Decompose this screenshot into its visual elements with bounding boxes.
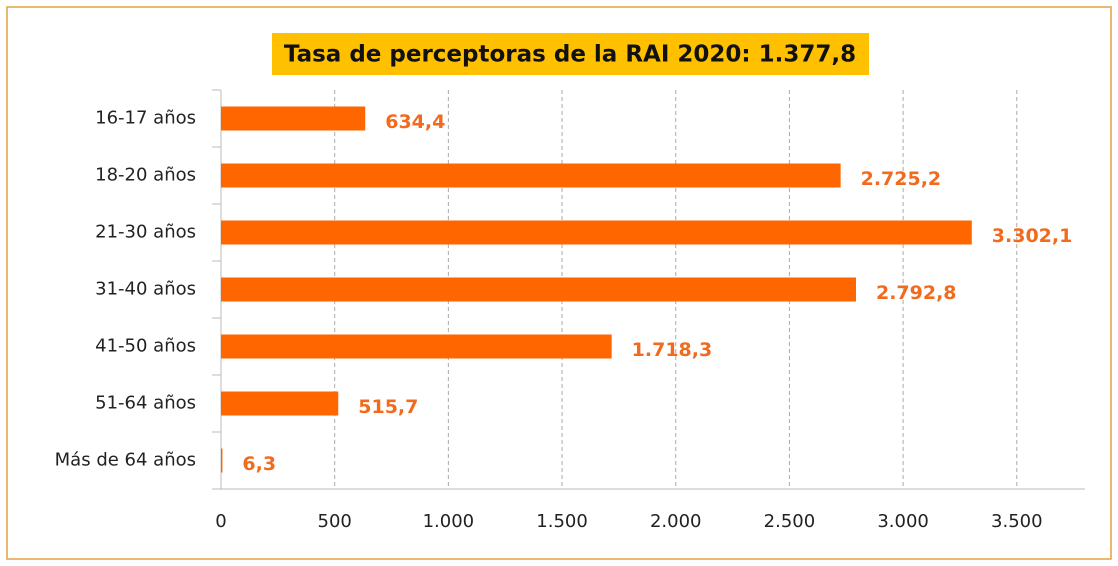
value-label: 634,4 <box>385 111 445 133</box>
y-tick-label: 18-20 años <box>95 165 196 186</box>
value-label: 3.302,1 <box>992 225 1073 247</box>
chart-border <box>6 6 1112 560</box>
y-tick-label: 21-30 años <box>95 222 196 243</box>
y-tick-label: 51-64 años <box>95 393 196 414</box>
bar <box>221 334 612 359</box>
value-label: 2.725,2 <box>861 168 942 190</box>
x-tick-label: 2.500 <box>764 511 816 532</box>
x-tick-label: 2.000 <box>650 511 702 532</box>
value-label: 6,3 <box>242 453 276 475</box>
y-tick-label: Más de 64 años <box>55 450 196 471</box>
x-tick-label: 1.000 <box>423 511 475 532</box>
chart-title: Tasa de perceptoras de la RAI 2020: 1.37… <box>284 42 856 68</box>
y-tick-label: 31-40 años <box>95 279 196 300</box>
bar <box>221 220 972 245</box>
value-label: 2.792,8 <box>876 282 957 304</box>
bar <box>221 277 856 302</box>
bar <box>221 106 366 131</box>
bar <box>221 391 339 416</box>
title-background <box>272 33 869 75</box>
x-tick-label: 500 <box>318 511 352 532</box>
x-tick-label: 3.500 <box>991 511 1043 532</box>
y-tick-label: 16-17 años <box>95 108 196 129</box>
bar <box>221 448 223 473</box>
x-tick-label: 0 <box>215 511 226 532</box>
x-tick-label: 1.500 <box>536 511 588 532</box>
value-label: 1.718,3 <box>632 339 713 361</box>
bar <box>221 163 841 188</box>
y-tick-label: 41-50 años <box>95 336 196 357</box>
value-label: 515,7 <box>358 396 418 418</box>
x-tick-label: 3.000 <box>877 511 929 532</box>
